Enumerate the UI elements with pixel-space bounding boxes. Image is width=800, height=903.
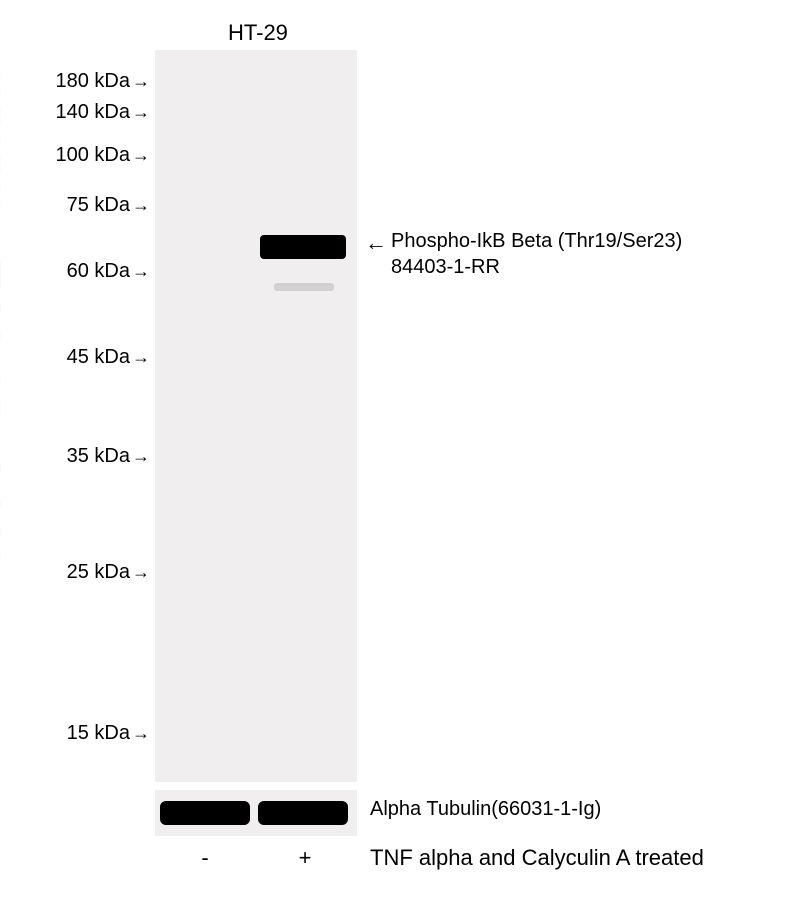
marker-45: 45 kDa→ bbox=[67, 346, 150, 369]
lane-untreated bbox=[164, 51, 254, 781]
marker-140: 140 kDa→ bbox=[56, 101, 151, 124]
target-catalog: 84403-1-RR bbox=[391, 254, 682, 280]
treatment-plus: + bbox=[255, 845, 355, 871]
treatment-label: TNF alpha and Calyculin A treated bbox=[370, 845, 704, 871]
tubulin-band-left bbox=[160, 801, 250, 825]
marker-75: 75 kDa→ bbox=[67, 194, 150, 217]
main-blot bbox=[155, 50, 357, 782]
phospho-band bbox=[260, 235, 346, 259]
marker-35: 35 kDa→ bbox=[67, 445, 150, 468]
marker-180: 180 kDa→ bbox=[56, 70, 151, 93]
target-label: ← Phospho-IkB Beta (Thr19/Ser23) 84403-1… bbox=[365, 228, 682, 280]
arrow-icon: ← bbox=[365, 230, 387, 256]
treatment-minus: - bbox=[155, 845, 255, 871]
marker-25: 25 kDa→ bbox=[67, 561, 150, 584]
lane-treated bbox=[258, 51, 348, 781]
target-name: Phospho-IkB Beta (Thr19/Ser23) bbox=[391, 228, 682, 254]
faint-band bbox=[274, 283, 334, 291]
marker-60: 60 kDa→ bbox=[67, 260, 150, 283]
watermark: WWW.PTGLAB.COM bbox=[0, 70, 10, 567]
treatment-row: - + TNF alpha and Calyculin A treated bbox=[155, 845, 775, 871]
tubulin-label: Alpha Tubulin(66031-1-Ig) bbox=[370, 798, 601, 821]
tubulin-band-right bbox=[258, 801, 348, 825]
sample-label: HT-29 bbox=[228, 20, 288, 46]
marker-15: 15 kDa→ bbox=[67, 722, 150, 745]
loading-blot bbox=[155, 790, 357, 836]
marker-100: 100 kDa→ bbox=[56, 144, 151, 167]
